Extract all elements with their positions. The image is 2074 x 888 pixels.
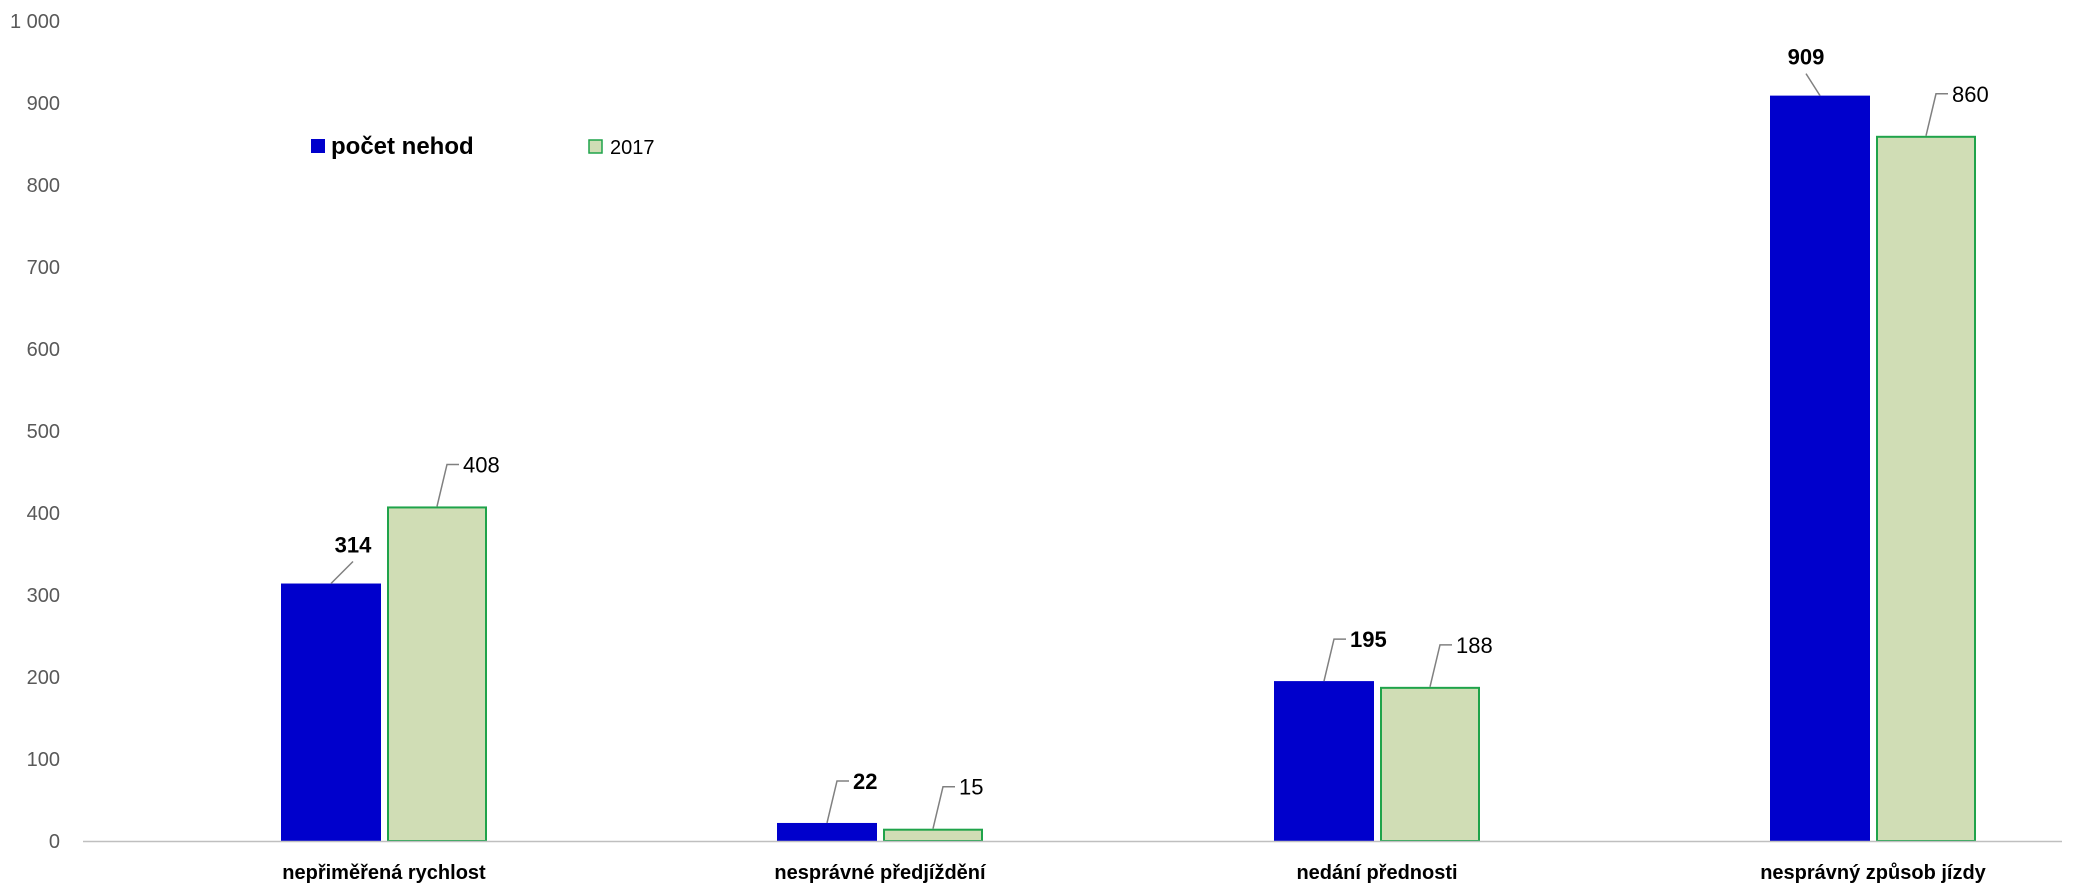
leader-line — [932, 785, 955, 829]
leader-line — [1429, 644, 1452, 688]
x-tick-label: nedání přednosti — [1296, 862, 1457, 884]
bar-2017 — [1380, 686, 1480, 843]
data-labels: 314 408 22 15 195 188 909 860 — [335, 45, 1989, 800]
leader-line — [436, 463, 459, 507]
data-label: 408 — [463, 452, 500, 477]
bar-pocet-nehod — [777, 822, 877, 841]
y-tick-label: 1 000 — [10, 11, 60, 33]
legend-label-2017: 2017 — [610, 137, 655, 159]
data-label: 314 — [335, 533, 372, 558]
bar-pocet-nehod — [1770, 95, 1870, 842]
leader-line — [1805, 73, 1821, 97]
data-label-leaders — [330, 73, 1948, 829]
data-label: 909 — [1788, 45, 1825, 70]
y-tick-label: 900 — [27, 93, 60, 115]
x-axis: nepřiměřená rychlost nesprávné předjížděn… — [83, 840, 2062, 884]
bar-2017 — [1876, 135, 1976, 843]
bar-pocet-nehod — [281, 583, 381, 841]
bar-2017 — [883, 828, 983, 843]
y-tick-label: 800 — [27, 175, 60, 197]
bars — [281, 95, 1976, 843]
y-tick-label: 700 — [27, 257, 60, 279]
x-tick-label: nesprávné předjíždění — [774, 862, 987, 884]
data-label: 15 — [959, 775, 983, 800]
bar-2017 — [387, 506, 487, 842]
leader-line — [330, 560, 354, 585]
y-tick-label: 200 — [27, 667, 60, 689]
y-tick-label: 600 — [27, 339, 60, 361]
y-tick-label: 300 — [27, 585, 60, 607]
leader-line — [1925, 93, 1948, 136]
legend-swatch-2017 — [588, 139, 603, 154]
bar-pocet-nehod — [1274, 681, 1374, 841]
legend: počet nehod 2017 — [311, 133, 655, 160]
data-label: 22 — [853, 769, 877, 794]
leader-line — [826, 780, 849, 824]
legend-label-pocet-nehod: počet nehod — [331, 133, 474, 160]
data-label: 188 — [1456, 633, 1493, 658]
y-tick-label: 100 — [27, 749, 60, 771]
y-tick-label: 0 — [49, 831, 60, 853]
y-tick-label: 500 — [27, 421, 60, 443]
x-tick-label: nesprávný způsob jízdy — [1760, 862, 1986, 884]
data-label: 860 — [1952, 82, 1989, 107]
y-tick-label: 400 — [27, 503, 60, 525]
legend-swatch-pocet-nehod — [311, 139, 325, 153]
y-axis: 0 100 200 300 400 500 600 700 800 900 1 000 — [10, 11, 60, 853]
data-label: 195 — [1350, 627, 1387, 652]
leader-line — [1323, 638, 1346, 682]
x-tick-label: nepřiměřená rychlost — [282, 862, 486, 884]
